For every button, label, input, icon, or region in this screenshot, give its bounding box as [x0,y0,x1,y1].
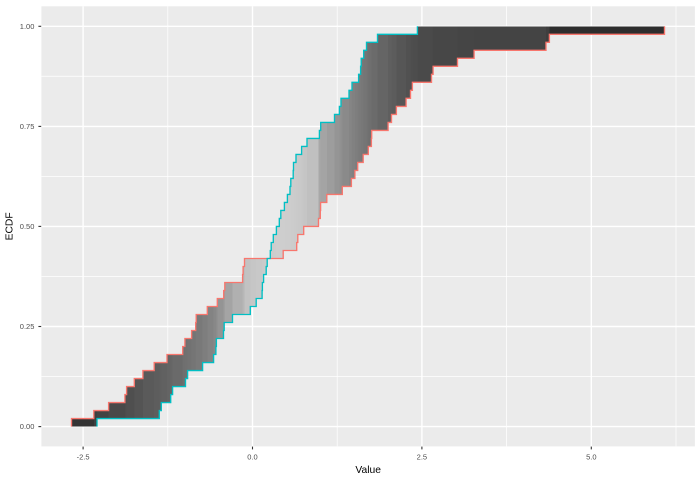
svg-text:Value: Value [355,465,381,476]
svg-text:-2.5: -2.5 [77,453,90,462]
svg-text:0.0: 0.0 [247,453,257,462]
svg-text:0.25: 0.25 [20,322,35,331]
svg-text:0.50: 0.50 [20,222,35,231]
svg-text:2.5: 2.5 [417,453,427,462]
svg-text:1.00: 1.00 [20,22,35,31]
svg-text:0.00: 0.00 [20,422,35,431]
svg-text:5.0: 5.0 [586,453,596,462]
svg-text:ECDF: ECDF [4,212,15,240]
svg-text:0.75: 0.75 [20,122,35,131]
